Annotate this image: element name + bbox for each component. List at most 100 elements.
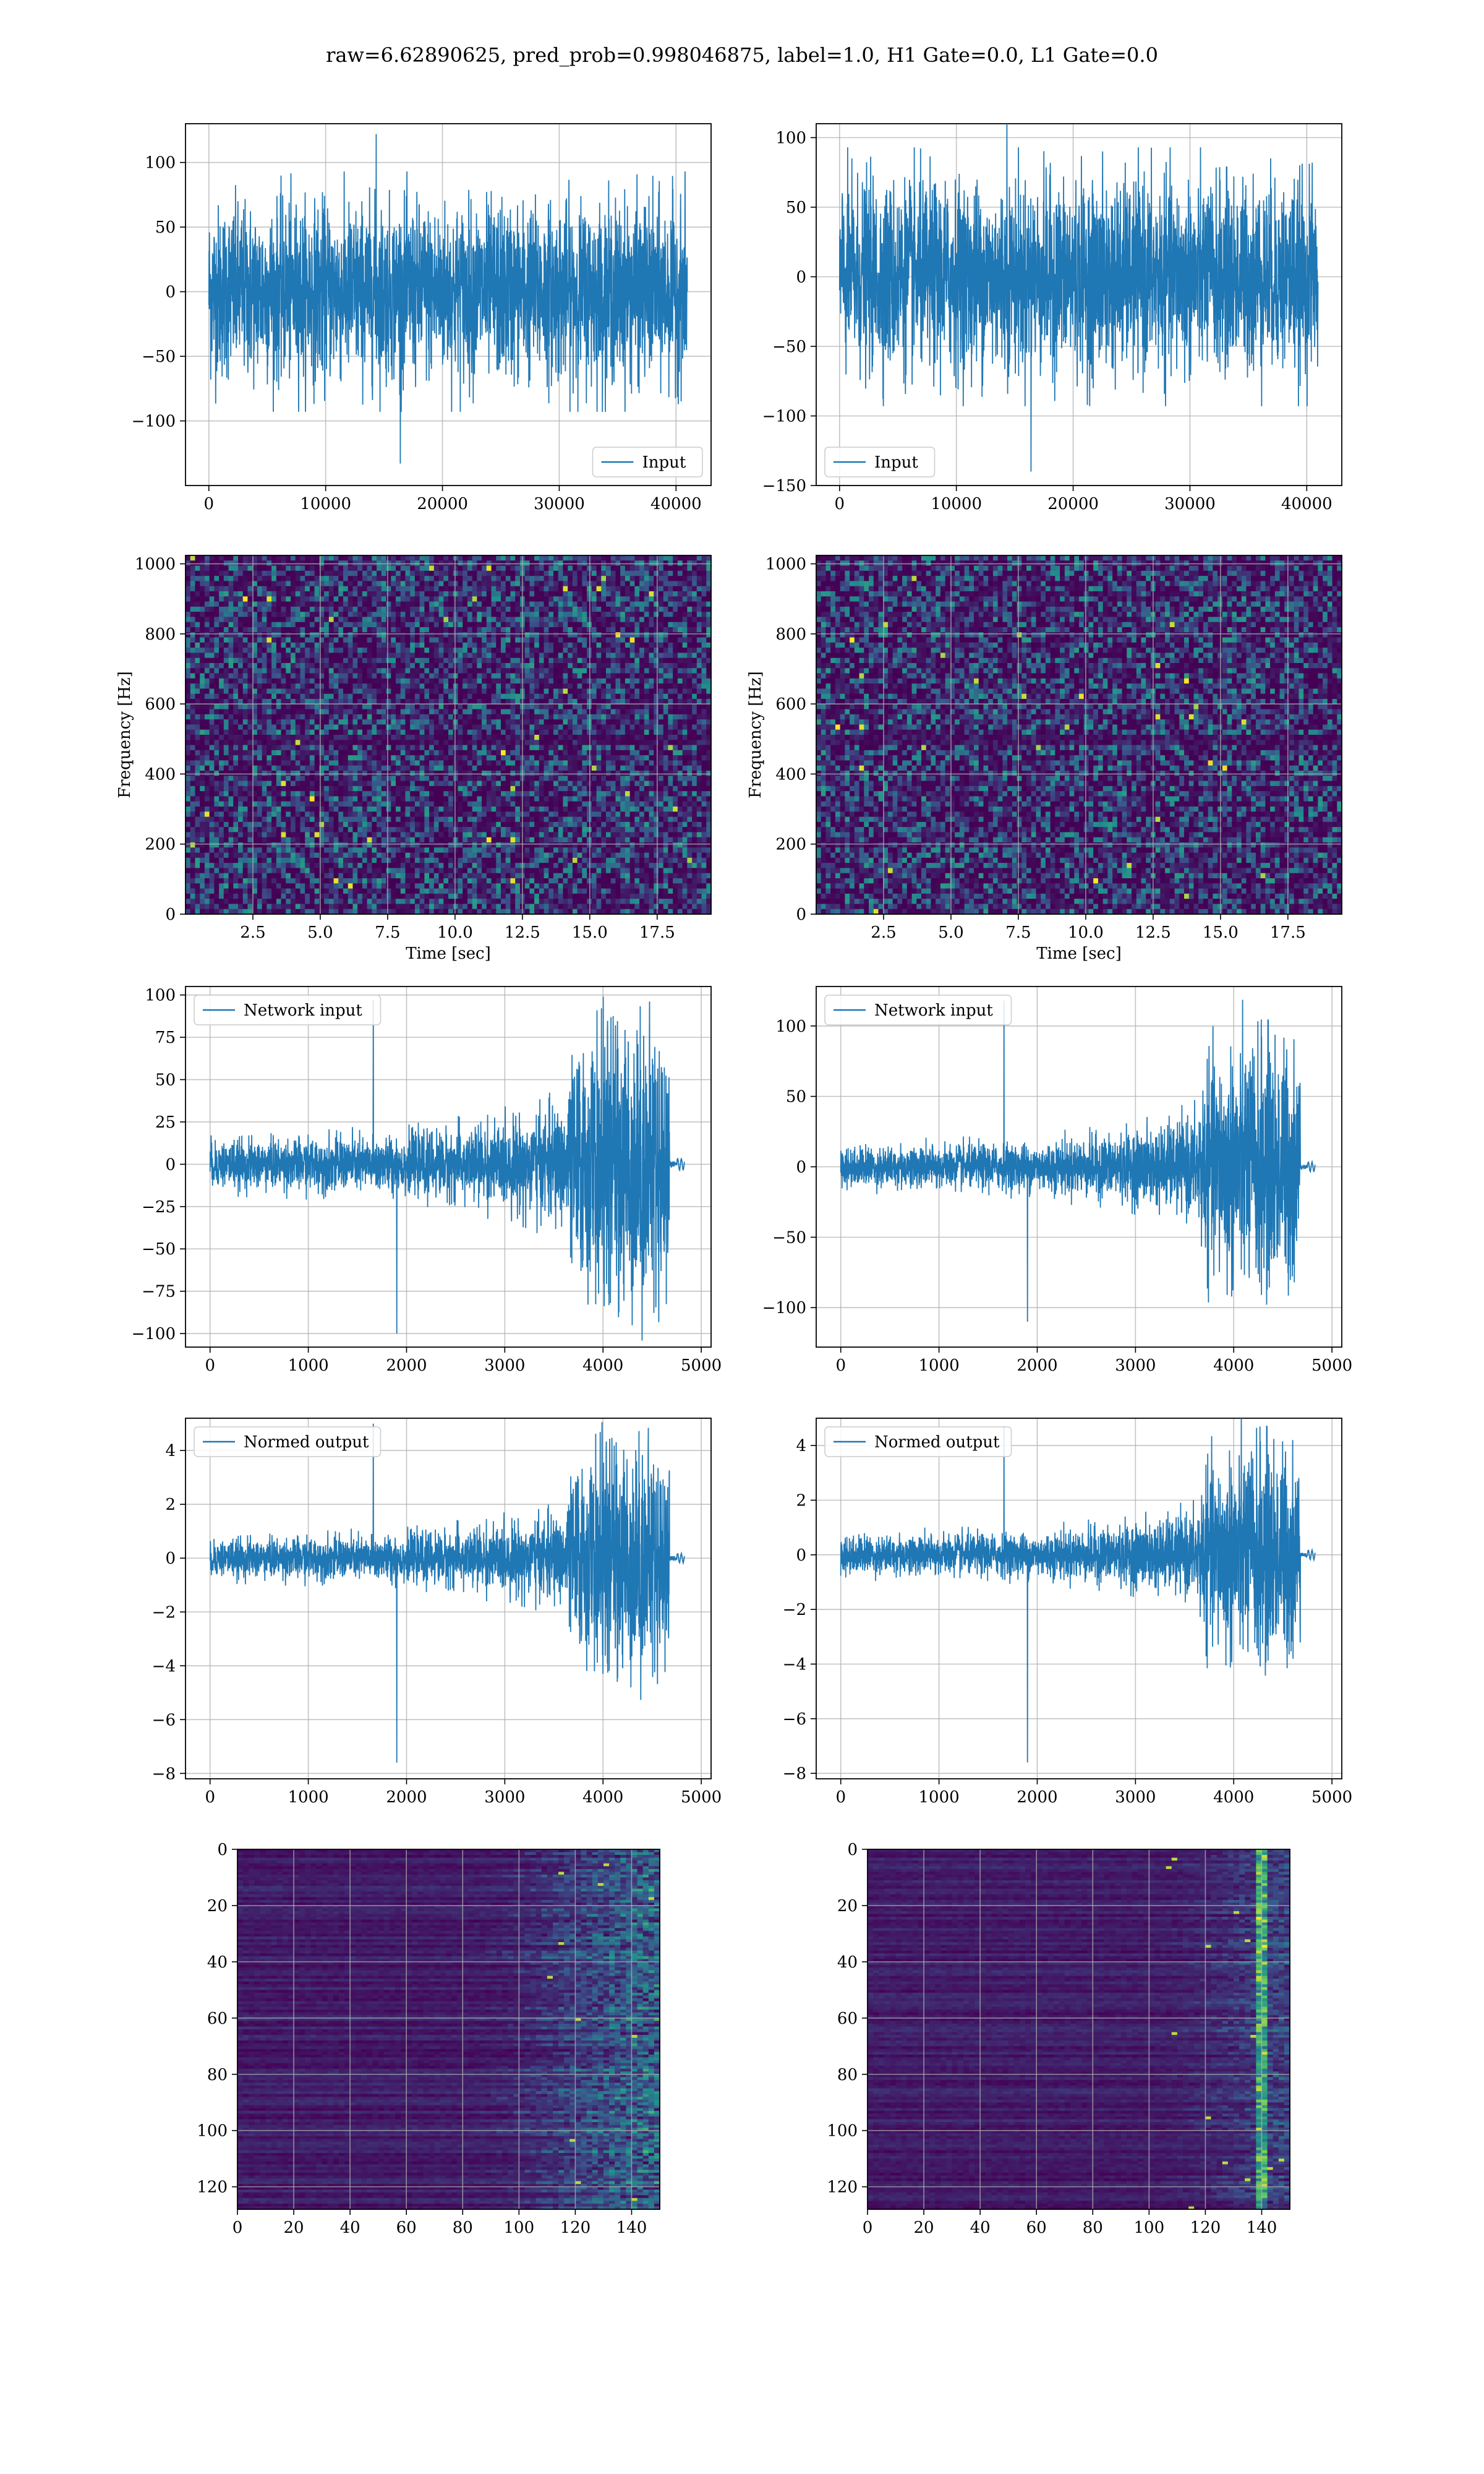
spectrogram-cell	[324, 668, 329, 674]
spectrogram-cell	[276, 643, 281, 648]
spectrogram-cell	[372, 612, 377, 617]
spectrogram-cell	[597, 596, 602, 602]
spectrogram-cell	[401, 607, 406, 612]
spectrogram-cell	[348, 658, 353, 664]
spectrogram-cell	[539, 658, 544, 664]
spectrogram-cell	[467, 617, 472, 622]
spectrogram-cell	[267, 648, 271, 653]
spectrogram-cell	[401, 602, 406, 607]
spectrogram-cell	[315, 622, 320, 628]
spectrogram-cell	[424, 571, 429, 576]
spectrogram-cell	[352, 658, 357, 664]
spectrogram-cell	[477, 632, 482, 638]
spectrogram-cell	[439, 653, 444, 658]
spectrogram-cell	[386, 658, 391, 664]
spectrogram-cell	[582, 648, 587, 653]
spectrogram-cell	[262, 663, 267, 669]
spectrogram-cell	[482, 591, 487, 597]
spectrogram-cell	[683, 602, 688, 607]
spectrogram-cell	[510, 576, 515, 581]
spectrogram-cell	[463, 683, 467, 689]
spectrogram-cell	[472, 683, 477, 689]
spectrogram-cell	[534, 632, 539, 638]
spectrogram-cell	[200, 560, 205, 566]
spectrogram-cell	[702, 560, 707, 566]
spectrogram-cell	[243, 581, 248, 586]
spectrogram-cell	[357, 555, 362, 561]
spectrogram-cell	[405, 612, 410, 617]
spectrogram-cell	[286, 560, 291, 566]
spectrogram-cell	[487, 602, 492, 607]
spectrogram-cell	[195, 638, 200, 643]
spectrogram-cell	[372, 648, 377, 653]
spectrogram-cell	[467, 632, 472, 638]
spectrogram-cell	[663, 607, 668, 612]
spectrogram-cell	[315, 658, 320, 664]
spectrogram-cell	[678, 683, 683, 689]
x-tick-label: 0	[204, 495, 215, 513]
spectrogram-cell	[668, 627, 673, 633]
spectrogram-cell	[544, 678, 549, 684]
spectrogram-cell	[338, 596, 343, 602]
axes-spec-h1: 2.5 5.0 7.5 10.0 12.5 15.0 17.5020040060080010…	[116, 555, 712, 963]
spectrogram-cell	[687, 576, 692, 581]
spectrogram-cell	[219, 632, 224, 638]
spectrogram-cell	[625, 607, 630, 612]
spectrogram-cell	[568, 581, 573, 586]
spectrogram-cell	[678, 591, 683, 597]
spectrogram-cell	[210, 576, 215, 581]
spectrogram-cell	[233, 576, 238, 581]
spectrogram-cell	[281, 688, 286, 694]
spectrogram-cell	[534, 653, 539, 658]
spectrogram-cell	[382, 576, 386, 581]
spectrogram-cell	[200, 612, 205, 617]
spectrogram-cell	[668, 674, 673, 679]
spectrogram-cell	[654, 653, 659, 658]
spectrogram-cell	[620, 674, 625, 679]
spectrogram-cell	[573, 674, 578, 679]
spectrogram-cell	[673, 638, 678, 643]
spectrogram-cell	[186, 678, 190, 684]
spectrogram-cell	[702, 668, 707, 674]
spectrogram-cell	[625, 591, 630, 597]
spectrogram-cell	[582, 627, 587, 633]
spectrogram-cell	[615, 643, 620, 648]
spectrogram-cell	[291, 674, 296, 679]
spectrogram-cell	[534, 612, 539, 617]
spectrogram-cell	[458, 668, 463, 674]
spectrogram-cell	[262, 612, 267, 617]
spectrogram-cell	[382, 607, 386, 612]
spectrogram-cell	[692, 602, 697, 607]
spectrogram-cell	[357, 674, 362, 679]
spectrogram-cell	[190, 591, 195, 597]
spectrogram-cell	[338, 678, 343, 684]
spectrogram-cell	[578, 581, 582, 586]
spectrogram-cell	[382, 560, 386, 566]
spectrogram-cell	[687, 653, 692, 658]
spectrogram-cell	[515, 555, 520, 561]
spectrogram-cell	[548, 622, 553, 628]
spectrogram-cell	[224, 638, 229, 643]
spectrogram-cell	[558, 555, 563, 561]
spectrogram-cell	[396, 560, 401, 566]
spectrogram-cell	[334, 617, 339, 622]
spectrogram-cell	[668, 555, 673, 561]
spectrogram-cell	[401, 627, 406, 633]
spectrogram-cell	[697, 648, 702, 653]
spectrogram-cell	[592, 571, 597, 576]
spectrogram-cell	[601, 638, 606, 643]
spectrogram-cell	[205, 648, 210, 653]
spectrogram-cell	[563, 688, 568, 694]
spectrogram-cell	[415, 683, 420, 689]
spectrogram-cell	[448, 602, 453, 607]
spectrogram-cell	[630, 607, 635, 612]
spectrogram-cell	[276, 560, 281, 566]
spectrogram-cell	[534, 596, 539, 602]
spectrogram-cell	[210, 648, 215, 653]
spectrogram-cell	[611, 596, 616, 602]
x-tick-label: 20000	[1047, 495, 1099, 513]
spectrogram-cell	[334, 688, 339, 694]
spectrogram-cell	[247, 648, 252, 653]
spectrogram-cell	[238, 683, 243, 689]
spectrogram-cell	[578, 576, 582, 581]
